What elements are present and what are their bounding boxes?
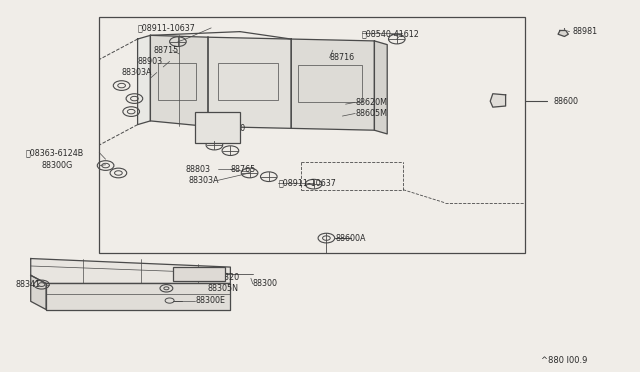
Bar [218, 63, 278, 100]
Bar [158, 63, 196, 100]
Text: 88765: 88765 [230, 165, 255, 174]
Text: 88620M: 88620M [355, 98, 387, 107]
Text: ^880 l00.9: ^880 l00.9 [541, 356, 587, 365]
Polygon shape [558, 31, 568, 36]
Bar [298, 65, 362, 102]
Polygon shape [208, 37, 291, 128]
Polygon shape [46, 283, 230, 310]
Text: 88700: 88700 [221, 124, 246, 133]
Polygon shape [291, 39, 374, 130]
Text: 88605M: 88605M [355, 109, 387, 118]
Text: 88803: 88803 [186, 165, 211, 174]
Bar [195, 112, 240, 143]
Text: 88300E: 88300E [195, 296, 225, 305]
Text: 88600A: 88600A [336, 234, 367, 243]
Text: 88303A: 88303A [189, 176, 220, 185]
Polygon shape [31, 259, 230, 283]
Text: ⓝ08911-10637: ⓝ08911-10637 [278, 179, 336, 187]
Polygon shape [374, 41, 387, 134]
Text: 88600: 88600 [554, 97, 579, 106]
Text: Ⓢ08540-41612: Ⓢ08540-41612 [362, 29, 419, 38]
Polygon shape [31, 275, 46, 310]
Text: 88320: 88320 [214, 273, 239, 282]
Polygon shape [138, 35, 150, 125]
Text: 88715: 88715 [154, 46, 179, 55]
Text: 88303A: 88303A [122, 68, 152, 77]
Text: Ⓢ08363-6124B: Ⓢ08363-6124B [26, 148, 84, 157]
Text: 88300G: 88300G [42, 161, 73, 170]
Text: 88716: 88716 [330, 53, 355, 62]
Polygon shape [150, 35, 208, 126]
Text: ⓝ08911-10637: ⓝ08911-10637 [138, 23, 195, 32]
Bar [99, 17, 525, 253]
Text: 88300: 88300 [253, 279, 278, 288]
Polygon shape [490, 94, 506, 107]
Text: 88981: 88981 [573, 27, 598, 36]
Text: 88341: 88341 [16, 280, 41, 289]
Text: 88305N: 88305N [208, 284, 239, 293]
Bar [173, 267, 225, 281]
Text: 88903: 88903 [138, 57, 163, 66]
